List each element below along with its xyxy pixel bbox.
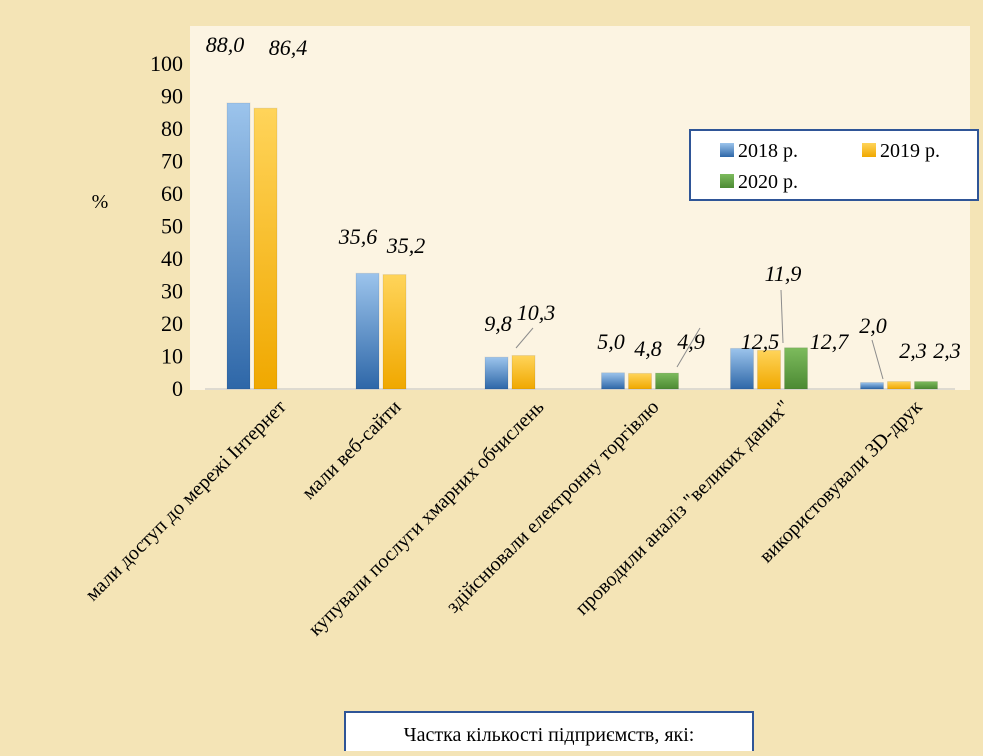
y-tick-label: 50 [161, 214, 183, 239]
bar-2019р-cat0 [253, 107, 278, 390]
bar-2019р-cat3 [628, 372, 652, 390]
x-tick-label: мали веб-сайти [298, 396, 406, 504]
legend-box [689, 129, 979, 201]
data-label: 10,3 [517, 300, 556, 325]
bar-2019р-cat5 [887, 381, 911, 390]
y-tick-label: 100 [150, 51, 183, 76]
x-tick-labels: мали доступ до мережі Інтернет мали веб-с… [81, 396, 927, 641]
bar-2018р-cat5 [860, 382, 884, 390]
bar-2020р-cat3 [655, 372, 679, 390]
legend-swatch-2020 [720, 174, 734, 188]
bar-2019р-cat2 [511, 355, 536, 390]
y-tick-label: 60 [161, 181, 183, 206]
data-label: 35,6 [338, 224, 378, 249]
y-tick-label: 0 [172, 376, 183, 401]
leader-line [780, 289, 784, 344]
value-labels-group: 88,0 35,6 9,8 5,0 12,5 2,0 86,4 35,2 10,3 4,8 11,9… [206, 32, 961, 363]
x-tick-label: здійснювали електронну торгівлю [442, 396, 664, 618]
bar-2019р-cat1 [382, 274, 407, 390]
x-axis-title: Частка кількості підприємств, які: [404, 724, 695, 746]
bar-2020р-cat4 [784, 347, 808, 390]
legend-label-2019: 2019 р. [880, 140, 940, 162]
data-label: 5,0 [597, 329, 625, 354]
y-tick-label: 10 [161, 344, 183, 369]
data-label: 86,4 [269, 35, 308, 60]
y-axis-label: % [92, 191, 109, 213]
leader-line [515, 327, 534, 349]
y-tick-label: 30 [161, 279, 183, 304]
legend-label-2020: 2020 р. [738, 171, 798, 193]
bar-2018р-cat1 [355, 272, 380, 390]
leader-lines [515, 289, 884, 380]
legend: 2018 р. 2019 р. 2020 р. [689, 129, 979, 201]
y-tick-label: 20 [161, 311, 183, 336]
x-axis-title-box: Частка кількості підприємств, які: [344, 711, 754, 753]
leader-line [871, 339, 884, 380]
legend-swatch-2018 [720, 143, 734, 157]
y-tick-label: 80 [161, 116, 183, 141]
y-tick-label: 70 [161, 149, 183, 174]
bar-2020р-cat5 [914, 381, 938, 390]
legend-label-2018: 2018 р. [738, 140, 798, 162]
data-label: 2,3 [899, 338, 927, 363]
bar-2018р-cat4 [730, 347, 754, 390]
x-tick-label: купували послуги хмарних обчислень [304, 396, 548, 640]
x-tick-label: мали доступ до мережі Інтернет [81, 396, 291, 606]
data-label: 2,0 [859, 313, 887, 338]
bar-2019р-cat4 [757, 349, 781, 390]
data-label: 2,3 [933, 338, 961, 363]
y-tick-label: 90 [161, 84, 183, 109]
x-tick-label: проводили аналіз "великих даних" [571, 396, 795, 620]
bar-2018р-cat0 [226, 102, 251, 390]
data-label: 4,9 [677, 329, 705, 354]
data-label: 88,0 [206, 32, 245, 57]
legend-swatch-2019 [862, 143, 876, 157]
data-label: 35,2 [386, 233, 426, 258]
bar-2018р-cat3 [601, 372, 625, 390]
data-label: 12,5 [741, 329, 780, 354]
leader-line [676, 327, 701, 368]
bars-group [226, 102, 938, 390]
y-axis: 0 10 20 30 40 50 60 70 80 90 100 [150, 51, 183, 401]
data-label: 4,8 [634, 336, 662, 361]
data-label: 12,7 [810, 329, 850, 354]
y-tick-label: 40 [161, 246, 183, 271]
plot-area [190, 26, 970, 390]
data-label: 11,9 [765, 261, 802, 286]
bar-2018р-cat2 [484, 356, 509, 390]
data-label: 9,8 [484, 311, 512, 336]
